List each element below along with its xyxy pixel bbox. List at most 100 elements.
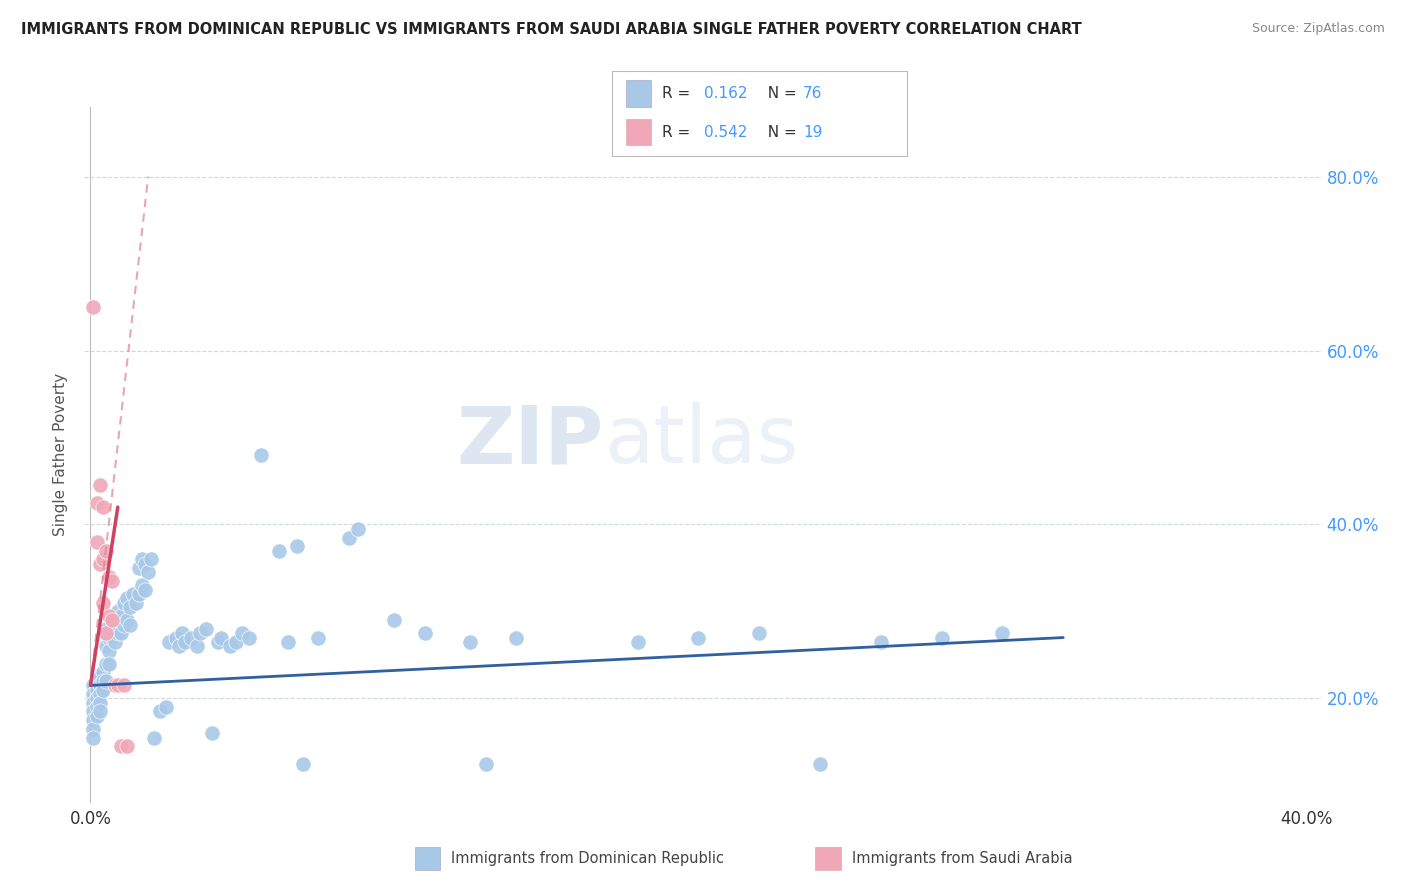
Point — [347, 522, 370, 536]
Point — [82, 713, 104, 727]
Point — [131, 578, 153, 592]
Text: Immigrants from Dominican Republic: Immigrants from Dominican Republic — [451, 852, 724, 866]
Point — [505, 631, 527, 645]
Point — [115, 591, 138, 606]
Point — [170, 626, 193, 640]
Y-axis label: Single Father Poverty: Single Father Poverty — [53, 374, 69, 536]
Point — [86, 708, 108, 723]
Point — [107, 678, 129, 692]
Point — [869, 635, 891, 649]
Point — [122, 587, 145, 601]
Point — [89, 678, 111, 692]
Point — [97, 608, 120, 623]
Point — [149, 705, 172, 719]
Point — [82, 731, 104, 745]
Point — [143, 731, 166, 745]
Point — [134, 557, 156, 571]
Point — [100, 613, 122, 627]
Point — [207, 635, 229, 649]
Point — [89, 696, 111, 710]
Point — [225, 635, 247, 649]
Point — [91, 674, 114, 689]
Point — [94, 639, 117, 653]
Text: atlas: atlas — [605, 402, 799, 480]
Point — [159, 635, 181, 649]
Point — [186, 639, 208, 653]
Point — [128, 587, 150, 601]
Point — [89, 670, 111, 684]
Point — [115, 613, 138, 627]
Point — [112, 617, 135, 632]
Point — [82, 722, 104, 736]
Point — [86, 674, 108, 689]
Point — [136, 566, 159, 580]
Point — [249, 448, 271, 462]
Point — [112, 596, 135, 610]
Point — [188, 626, 211, 640]
Point — [173, 635, 195, 649]
Point — [110, 626, 132, 640]
Point — [128, 561, 150, 575]
Point — [384, 613, 406, 627]
Point — [104, 678, 127, 692]
Point — [89, 478, 111, 492]
Text: Source: ZipAtlas.com: Source: ZipAtlas.com — [1251, 22, 1385, 36]
Point — [91, 596, 114, 610]
Point — [141, 552, 163, 566]
Point — [107, 605, 129, 619]
Point — [474, 756, 496, 771]
Point — [86, 691, 108, 706]
Point — [337, 531, 360, 545]
Point — [277, 635, 299, 649]
Text: N =: N = — [758, 125, 801, 139]
Point — [231, 626, 253, 640]
Point — [134, 582, 156, 597]
Point — [89, 705, 111, 719]
Point — [285, 539, 308, 553]
Point — [89, 557, 111, 571]
Point — [167, 639, 190, 653]
Point — [307, 631, 329, 645]
Text: 0.542: 0.542 — [704, 125, 748, 139]
Point — [931, 631, 953, 645]
Point — [94, 674, 117, 689]
Point — [94, 622, 117, 636]
Text: 19: 19 — [803, 125, 823, 139]
Point — [97, 570, 120, 584]
Point — [194, 622, 217, 636]
Point — [97, 657, 120, 671]
Point — [110, 739, 132, 754]
Point — [118, 600, 141, 615]
Point — [100, 574, 122, 588]
Point — [112, 678, 135, 692]
Point — [748, 626, 770, 640]
Point — [292, 756, 315, 771]
Point — [125, 596, 148, 610]
Text: 0.162: 0.162 — [704, 87, 748, 101]
Text: R =: R = — [662, 125, 696, 139]
Point — [97, 643, 120, 657]
Point — [413, 626, 436, 640]
Point — [86, 682, 108, 697]
Point — [97, 631, 120, 645]
Point — [267, 543, 290, 558]
Text: Immigrants from Saudi Arabia: Immigrants from Saudi Arabia — [852, 852, 1073, 866]
Point — [155, 700, 177, 714]
Point — [82, 678, 104, 692]
Point — [460, 635, 482, 649]
Point — [104, 617, 127, 632]
Text: ZIP: ZIP — [457, 402, 605, 480]
Point — [86, 496, 108, 510]
Point — [86, 534, 108, 549]
Point — [94, 657, 117, 671]
Point — [91, 682, 114, 697]
Point — [165, 631, 187, 645]
Point — [91, 552, 114, 566]
Text: 76: 76 — [803, 87, 823, 101]
Point — [115, 739, 138, 754]
Point — [89, 687, 111, 701]
Point — [104, 635, 127, 649]
Point — [94, 543, 117, 558]
Point — [86, 700, 108, 714]
Point — [82, 696, 104, 710]
